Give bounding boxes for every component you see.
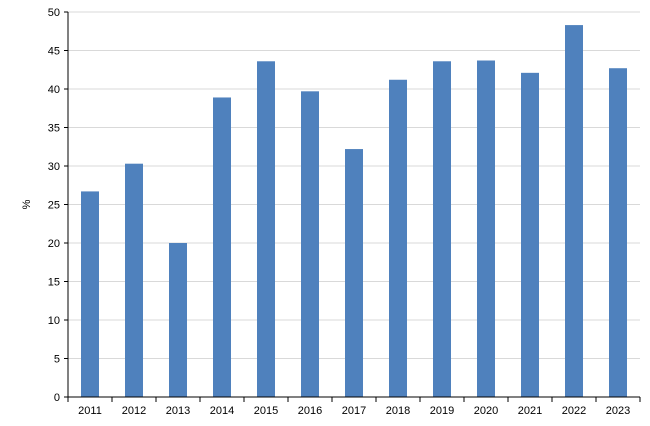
y-tick-label: 10 (48, 315, 60, 327)
y-tick-label: 35 (48, 123, 60, 135)
x-tick-label: 2021 (518, 405, 542, 417)
y-tick-label: 40 (48, 84, 60, 96)
y-tick-label: 30 (48, 161, 60, 173)
y-axis-title: % (21, 199, 33, 209)
x-tick-label: 2015 (254, 405, 278, 417)
y-tick-label: 45 (48, 46, 60, 58)
bar-2018 (389, 79, 407, 397)
bars (81, 25, 627, 398)
x-tick-labels: 2011 2012 2013 2014 2015 2016 2017 2018 2019 2020… (78, 405, 630, 417)
y-tick-label: 25 (48, 200, 60, 212)
bar-2016 (301, 91, 319, 397)
x-tick-label: 2014 (210, 405, 234, 417)
bar-2021 (521, 72, 539, 397)
bar-2013 (169, 243, 187, 397)
bar-2020 (477, 60, 495, 397)
y-tick-label: 20 (48, 238, 60, 250)
x-tick-label: 2017 (342, 405, 366, 417)
bar-2019 (433, 61, 451, 397)
bar-2023 (609, 68, 627, 398)
x-tick-label: 2022 (562, 405, 586, 417)
bar-2014 (213, 97, 231, 397)
x-tick-label: 2019 (430, 405, 454, 417)
bar-2017 (345, 149, 363, 397)
y-tick-label: 5 (54, 354, 60, 366)
bar-2012 (125, 163, 143, 397)
y-tick-label: 50 (48, 7, 60, 19)
x-tick-label: 2018 (386, 405, 410, 417)
bar-2015 (257, 61, 275, 397)
x-tick-label: 2012 (122, 405, 146, 417)
x-tick-label: 2013 (166, 405, 190, 417)
x-tick-label: 2016 (298, 405, 322, 417)
bar-2022 (565, 25, 583, 398)
y-tick-labels: 0 5 10 15 20 25 30 35 40 45 50 (48, 7, 60, 404)
y-tick-label: 15 (48, 277, 60, 289)
x-tick-label: 2023 (606, 405, 630, 417)
x-tick-label: 2020 (474, 405, 498, 417)
y-tick-label: 0 (54, 392, 60, 404)
bar-2011 (81, 191, 99, 397)
x-tick-label: 2011 (78, 405, 102, 417)
axes (64, 11, 641, 402)
